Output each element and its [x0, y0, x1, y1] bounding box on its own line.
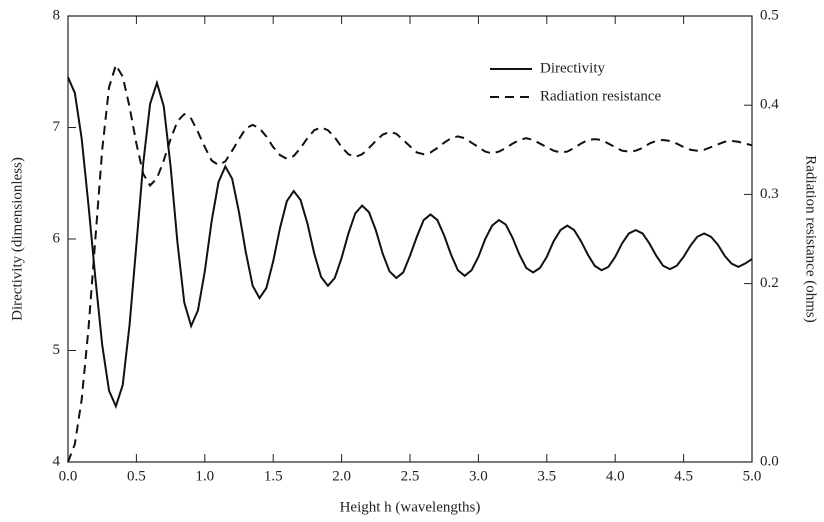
- y2-tick-label: 0.0: [760, 453, 779, 469]
- x-tick-label: 2.0: [332, 468, 351, 484]
- x-tick-label: 0.0: [59, 468, 78, 484]
- x-tick-label: 5.0: [743, 468, 762, 484]
- series-line: [67, 76, 753, 410]
- x-tick-label: 0.5: [127, 468, 146, 484]
- x-tick-label: 4.5: [674, 468, 693, 484]
- y-tick-label: 6: [53, 230, 61, 246]
- y2-tick-label: 0.4: [760, 97, 779, 113]
- x-tick-label: 2.5: [401, 468, 420, 484]
- y2-axis-title: Radiation resistance (ohms): [803, 155, 819, 322]
- y2-tick-label: 0.2: [760, 275, 779, 291]
- y-tick-label: 8: [53, 7, 61, 23]
- legend-label: Radiation resistance: [540, 88, 662, 104]
- y-tick-label: 7: [53, 119, 61, 135]
- plot-frame: [67, 15, 753, 463]
- y-tick-label: 4: [53, 453, 61, 469]
- x-tick-label: 4.0: [606, 468, 625, 484]
- legend-label: Directivity: [540, 60, 605, 76]
- y-axis-title: Directivity (dimensionless): [9, 157, 25, 321]
- x-tick-label: 3.0: [469, 468, 488, 484]
- y-tick-label: 5: [53, 342, 61, 358]
- x-tick-label: 1.5: [264, 468, 283, 484]
- y2-tick-label: 0.3: [760, 186, 779, 202]
- x-tick-label: 3.5: [537, 468, 556, 484]
- series-line: [67, 62, 753, 463]
- x-tick-label: 1.0: [195, 468, 214, 484]
- y2-tick-label: 0.5: [760, 7, 779, 23]
- x-axis-title: Height h (wavelengths): [340, 499, 481, 515]
